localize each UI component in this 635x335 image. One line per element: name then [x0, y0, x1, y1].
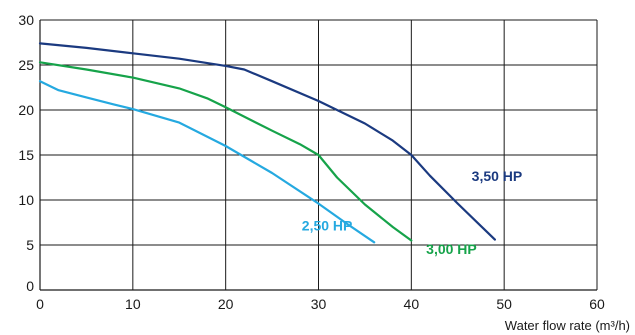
x-tick-label: 30 — [311, 296, 327, 312]
series-label: 3,50 HP — [472, 168, 523, 184]
y-tick-label: 5 — [26, 237, 34, 253]
x-tick-label: 50 — [496, 296, 512, 312]
x-tick-label: 0 — [36, 296, 44, 312]
y-tick-label: 25 — [18, 57, 34, 73]
y-tick-label: 20 — [18, 102, 34, 118]
axes — [39, 20, 597, 291]
y-tick-label: 0 — [26, 278, 34, 294]
tick-labels: 0 10 20 30 40 50 60 0 5 10 15 20 25 30 — [18, 12, 605, 312]
series-line — [38, 80, 376, 244]
x-tick-label: 40 — [404, 296, 420, 312]
series-line — [38, 42, 496, 241]
series-label: 2,50 HP — [302, 218, 353, 234]
x-axis-title: Water flow rate (m³/h) — [505, 318, 630, 333]
series-lines — [38, 42, 496, 244]
series-line — [38, 61, 413, 242]
series-label: 3,00 HP — [426, 241, 477, 257]
y-tick-label: 30 — [18, 12, 34, 28]
x-tick-label: 10 — [125, 296, 141, 312]
y-tick-label: 15 — [18, 147, 34, 163]
x-tick-label: 20 — [218, 296, 234, 312]
series-labels: 3,50 HP 3,00 HP 2,50 HP — [302, 168, 522, 257]
x-tick-label: 60 — [589, 296, 605, 312]
y-tick-label: 10 — [18, 192, 34, 208]
